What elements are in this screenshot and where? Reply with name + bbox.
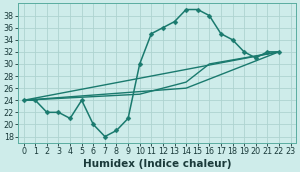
X-axis label: Humidex (Indice chaleur): Humidex (Indice chaleur) [83, 159, 231, 169]
